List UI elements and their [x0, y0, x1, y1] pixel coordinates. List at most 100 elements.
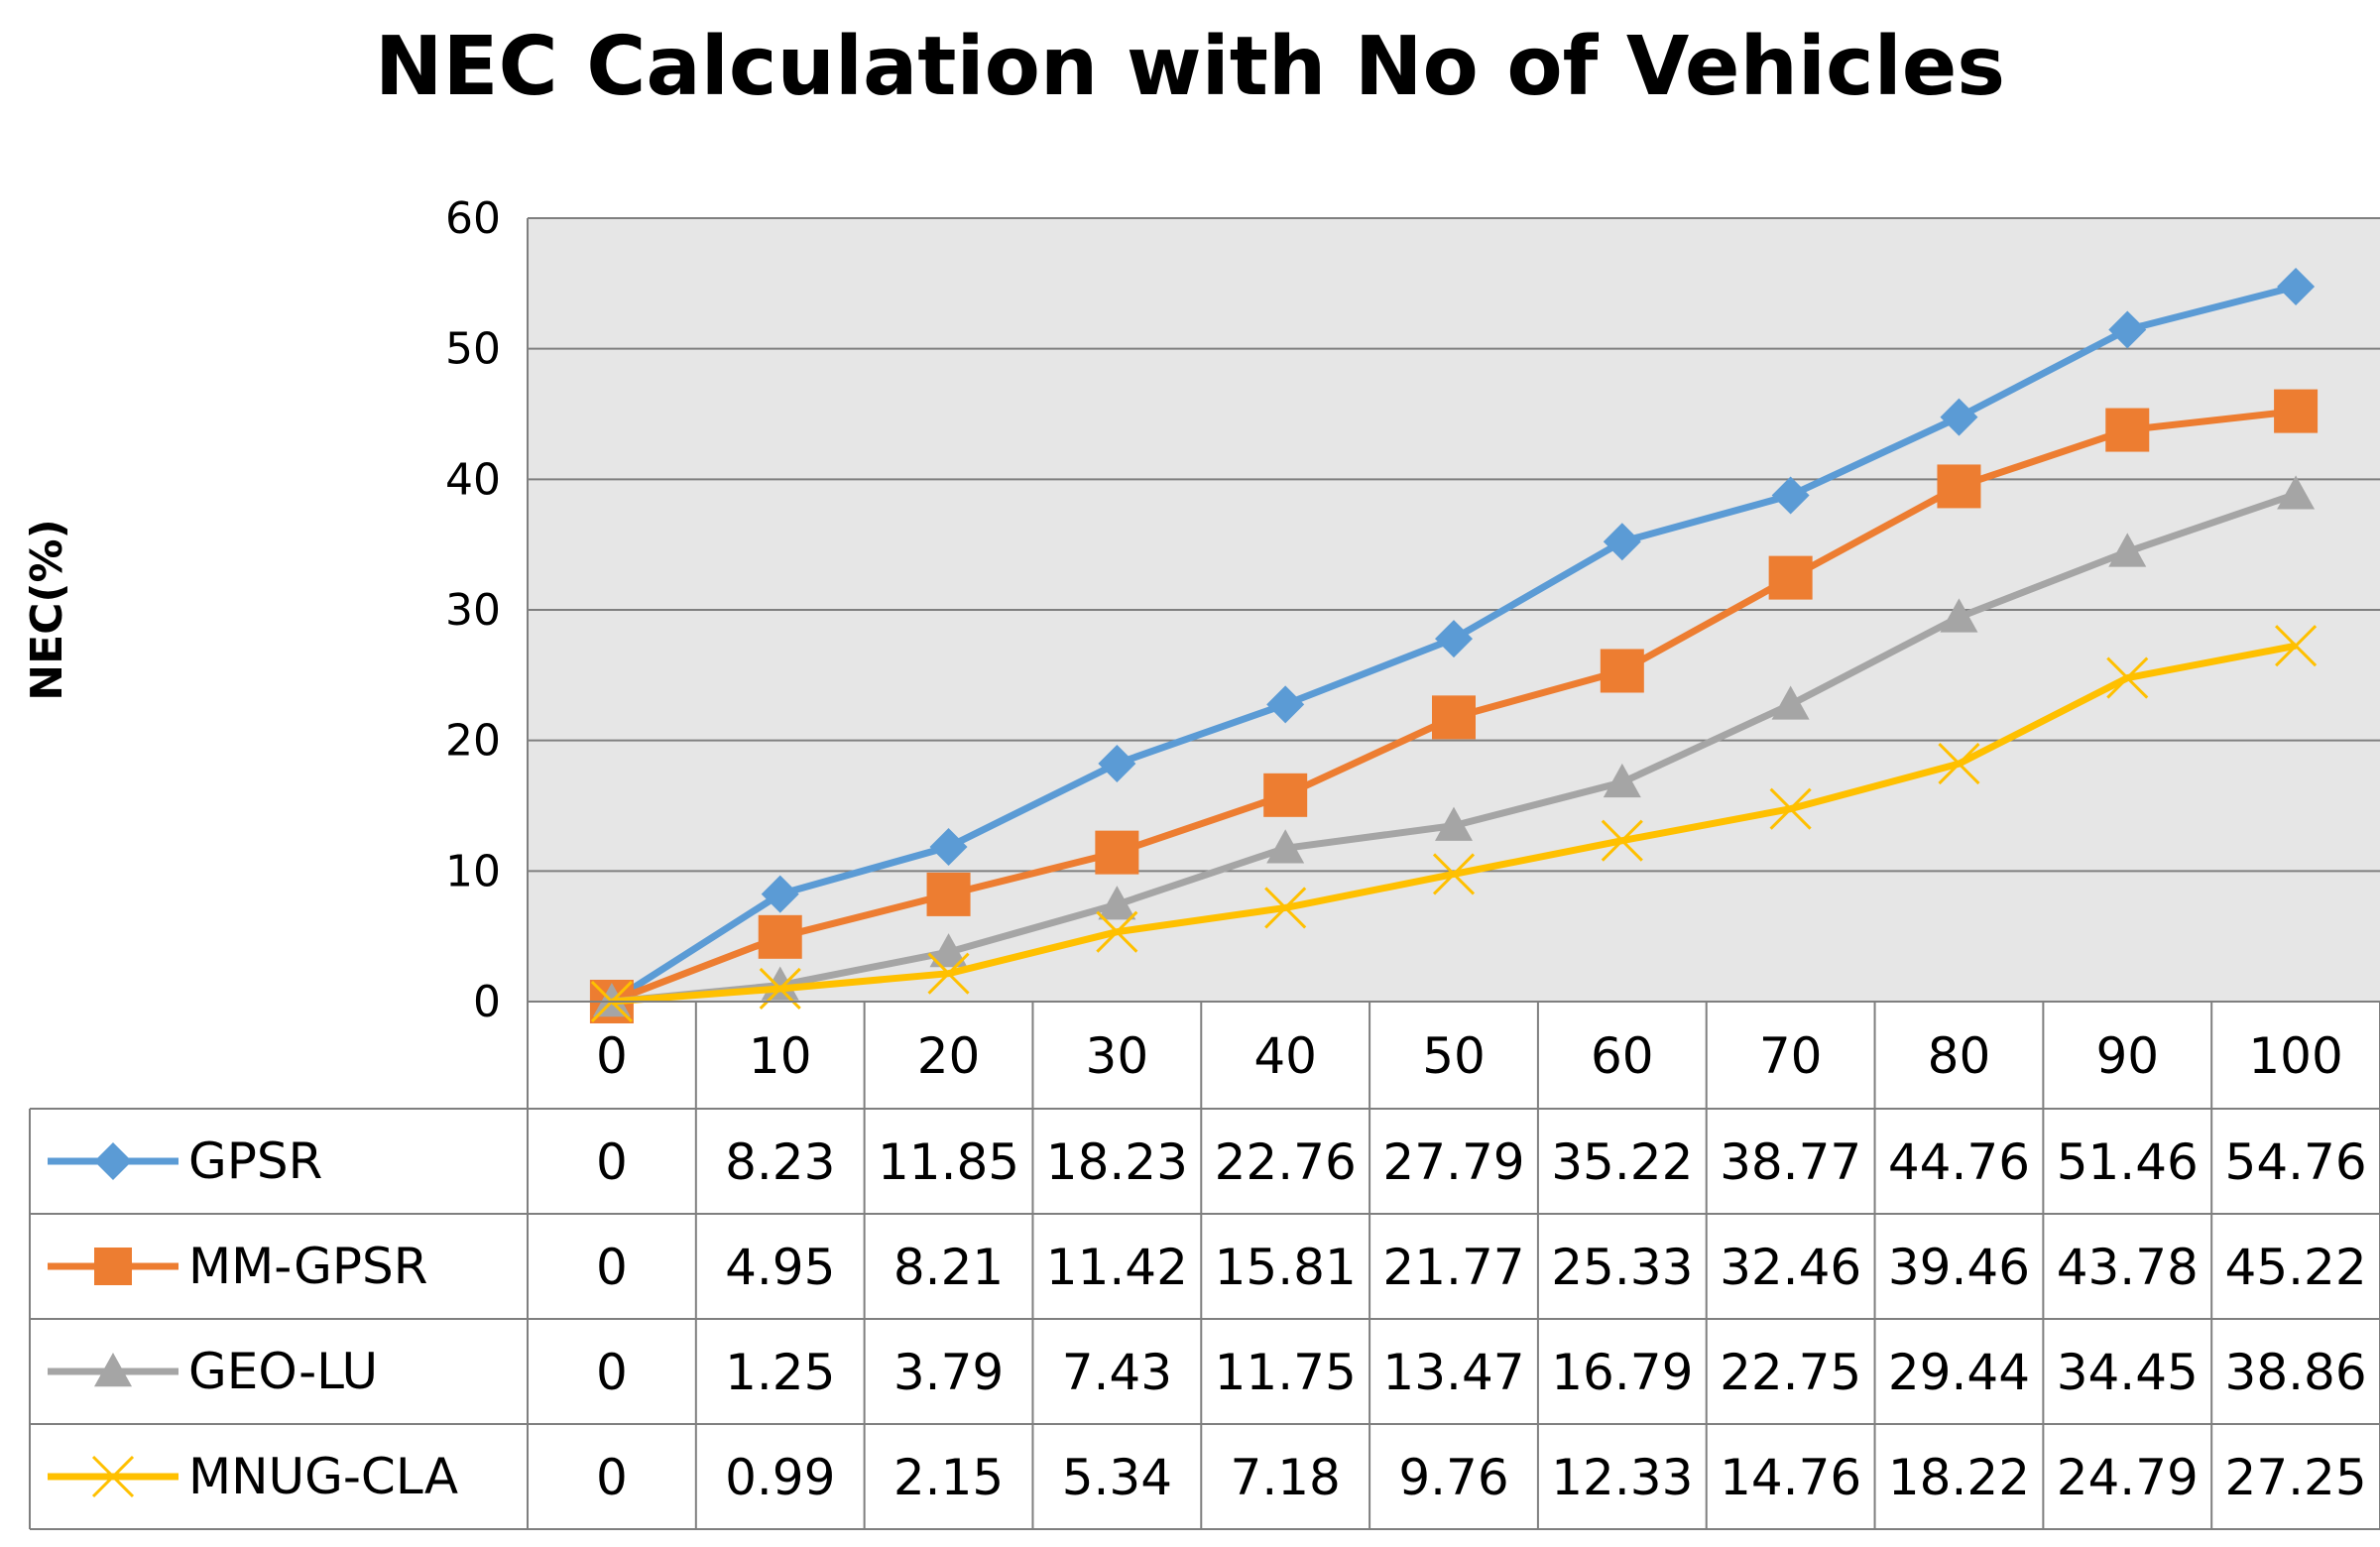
data-label-MNUG-CLA-100: 27.25: [2225, 1449, 2367, 1506]
x-tick-label-80: 80: [1928, 1027, 1991, 1085]
data-point-GEO-LU-90: [2108, 533, 2147, 567]
data-label-MM-GPSR-10: 4.95: [725, 1239, 835, 1296]
legend-label-MM-GPSR: MM-GPSR: [188, 1238, 428, 1295]
y-axis-ticks: 0 10 20 30 40 50 60: [445, 193, 501, 1027]
x-tick-label-50: 50: [1422, 1027, 1486, 1085]
data-point-GPSR-10: [761, 875, 799, 913]
y-tick-label-20: 20: [445, 716, 501, 767]
data-label-MM-GPSR-50: 21.77: [1382, 1239, 1524, 1296]
x-tick-label-90: 90: [2095, 1027, 2159, 1085]
data-label-GPSR-30: 18.23: [1046, 1133, 1188, 1191]
legend-label-MNUG-CLA: MNUG-CLA: [188, 1448, 458, 1505]
series-lines: [589, 267, 2319, 1023]
table-row-MM-GPSR: MM-GPSR 0 4.95 8.21 11.42 15.81 21.77 25.33 32.4…: [48, 1238, 2367, 1296]
data-label-MNUG-CLA-50: 9.76: [1398, 1449, 1508, 1506]
data-point-GPSR-30: [1098, 744, 1136, 782]
data-point-MNUG-CLA-30: [1096, 910, 1138, 953]
data-point-GEO-LU-60: [1603, 763, 1641, 798]
data-label-GEO-LU-80: 29.44: [1888, 1344, 2030, 1401]
x-tick-label-40: 40: [1253, 1027, 1317, 1085]
data-point-GPSR-90: [2108, 310, 2147, 349]
data-label-MNUG-CLA-60: 12.33: [1551, 1449, 1693, 1506]
data-label-GPSR-90: 51.46: [2057, 1133, 2199, 1191]
data-point-GPSR-50: [1435, 620, 1473, 658]
data-label-GPSR-80: 44.76: [1888, 1133, 2030, 1191]
data-label-MM-GPSR-90: 43.78: [2057, 1239, 2199, 1296]
legend-label-GPSR: GPSR: [188, 1132, 322, 1190]
data-point-MM-GPSR-100: [2274, 389, 2319, 433]
data-label-GPSR-50: 27.79: [1382, 1133, 1524, 1191]
data-label-MNUG-CLA-80: 18.22: [1888, 1449, 2030, 1506]
data-label-GPSR-10: 8.23: [725, 1133, 835, 1191]
data-point-MM-GPSR-60: [1600, 649, 1644, 693]
legend-marker-GEO-LU: [94, 1353, 132, 1387]
data-point-GEO-LU-80: [1940, 598, 1978, 633]
data-point-GPSR-70: [1771, 476, 1810, 515]
data-point-MNUG-CLA-40: [1264, 887, 1307, 929]
data-label-MNUG-CLA-10: 0.99: [725, 1449, 835, 1506]
data-point-MM-GPSR-20: [926, 872, 971, 916]
data-label-MNUG-CLA-90: 24.79: [2057, 1449, 2199, 1506]
data-label-GEO-LU-50: 13.47: [1382, 1344, 1524, 1401]
data-label-GPSR-20: 11.85: [878, 1133, 1019, 1191]
data-point-MM-GPSR-80: [1937, 464, 1981, 509]
y-tick-label-30: 30: [445, 585, 501, 636]
data-label-GPSR-40: 22.76: [1215, 1133, 1357, 1191]
y-tick-label-0: 0: [473, 977, 501, 1027]
x-tick-label-60: 60: [1591, 1027, 1654, 1085]
series-GEO-LU: [592, 475, 2316, 1017]
data-point-GEO-LU-20: [929, 933, 968, 968]
chart-title: NEC Calculation with No of Vehicles: [375, 20, 2005, 114]
data-table: 0 10 20 30 40 50 60 70 80 90 100 GPSR 0 8.23 11.85 18.2…: [29, 1001, 2380, 1530]
x-tick-label-100: 100: [2248, 1027, 2342, 1085]
data-label-MNUG-CLA-40: 7.18: [1231, 1449, 1341, 1506]
data-label-GPSR-100: 54.76: [2225, 1133, 2367, 1191]
x-tick-label-10: 10: [749, 1027, 812, 1085]
data-label-MNUG-CLA-0: 0: [596, 1449, 628, 1506]
data-point-GEO-LU-100: [2277, 475, 2316, 510]
data-point-GPSR-20: [929, 827, 968, 866]
data-point-MM-GPSR-70: [1768, 555, 1813, 600]
data-label-MM-GPSR-100: 45.22: [2225, 1239, 2367, 1296]
data-point-MM-GPSR-90: [2105, 408, 2150, 452]
data-label-GPSR-70: 38.77: [1720, 1133, 1861, 1191]
data-label-GEO-LU-20: 3.79: [893, 1344, 1004, 1401]
data-point-MM-GPSR-10: [758, 914, 802, 959]
y-axis-label: NEC(%): [22, 519, 72, 700]
data-point-MNUG-CLA-90: [2106, 656, 2149, 699]
y-tick-label-40: 40: [445, 454, 501, 505]
data-label-GEO-LU-90: 34.45: [2057, 1344, 2199, 1401]
data-label-MM-GPSR-30: 11.42: [1046, 1239, 1188, 1296]
data-label-MNUG-CLA-70: 14.76: [1720, 1449, 1861, 1506]
y-tick-label-10: 10: [445, 846, 501, 896]
legend-marker-MM-GPSR: [94, 1248, 132, 1285]
series-MM-GPSR: [589, 389, 2319, 1023]
y-tick-label-50: 50: [445, 324, 501, 375]
data-point-GEO-LU-50: [1435, 806, 1473, 841]
data-label-GEO-LU-70: 22.75: [1720, 1344, 1861, 1401]
data-point-GPSR-80: [1940, 398, 1978, 436]
table-row-GEO-LU: GEO-LU 0 1.25 3.79 7.43 11.75 13.47 16.79 22.75 2…: [48, 1343, 2367, 1401]
data-label-MNUG-CLA-30: 5.34: [1062, 1449, 1172, 1506]
data-point-MNUG-CLA-100: [2275, 625, 2318, 667]
data-point-MNUG-CLA-50: [1432, 853, 1476, 895]
data-point-MNUG-CLA-70: [1769, 787, 1812, 830]
data-label-MNUG-CLA-20: 2.15: [893, 1449, 1004, 1506]
data-point-GPSR-40: [1266, 685, 1305, 724]
series-MNUG-CLA: [590, 625, 2318, 1023]
data-label-GEO-LU-100: 38.86: [2225, 1344, 2367, 1401]
data-label-MM-GPSR-0: 0: [596, 1239, 628, 1296]
legend-marker-MNUG-CLA: [91, 1455, 135, 1498]
data-point-GPSR-100: [2277, 267, 2316, 305]
x-tick-label-70: 70: [1759, 1027, 1823, 1085]
legend-label-GEO-LU: GEO-LU: [188, 1343, 378, 1400]
data-label-MM-GPSR-70: 32.46: [1720, 1239, 1861, 1296]
data-point-GPSR-60: [1603, 523, 1641, 561]
data-label-MM-GPSR-60: 25.33: [1551, 1239, 1693, 1296]
data-label-GEO-LU-60: 16.79: [1551, 1344, 1693, 1401]
data-label-GEO-LU-40: 11.75: [1215, 1344, 1357, 1401]
legend-marker-GPSR: [94, 1142, 132, 1180]
data-point-GEO-LU-70: [1771, 685, 1810, 720]
data-label-MM-GPSR-20: 8.21: [893, 1239, 1004, 1296]
